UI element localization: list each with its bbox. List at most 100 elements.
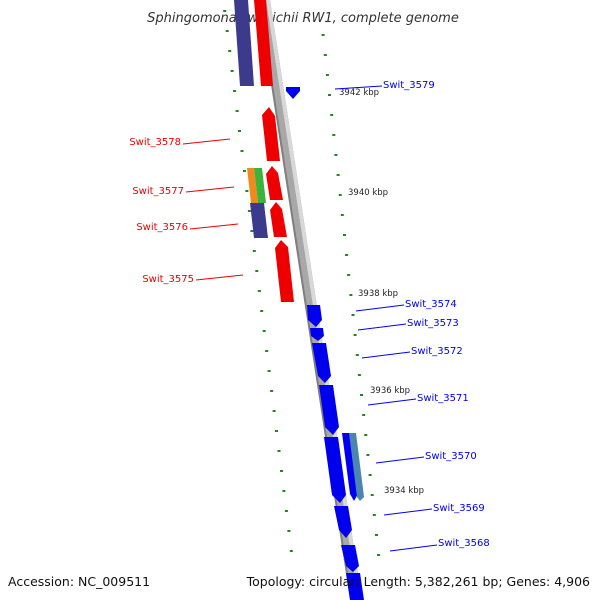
gene-red-top[interactable] bbox=[254, 0, 273, 86]
gene-orange[interactable] bbox=[247, 168, 258, 203]
tick-mark bbox=[265, 350, 269, 352]
forward-genes bbox=[286, 87, 364, 600]
tick-mark bbox=[267, 370, 271, 372]
tick-mark bbox=[223, 10, 227, 12]
gene-swit-3570[interactable] bbox=[324, 437, 346, 503]
gene-swit-3571[interactable] bbox=[319, 385, 339, 435]
tick-mark bbox=[235, 110, 239, 112]
tick-mark bbox=[345, 254, 349, 256]
tick-mark bbox=[287, 530, 291, 532]
tick-mark bbox=[377, 554, 381, 556]
tick-mark bbox=[262, 330, 266, 332]
gene-swit-3575[interactable] bbox=[275, 240, 294, 302]
gene-swit-3572[interactable] bbox=[312, 343, 331, 383]
accession-text: Accession: NC_009511 bbox=[8, 574, 150, 589]
tick-mark bbox=[243, 170, 246, 172]
tick-mark bbox=[343, 234, 346, 236]
gene-label[interactable]: Swit_3568 bbox=[438, 538, 490, 549]
gene-label[interactable]: Swit_3570 bbox=[425, 451, 477, 462]
scale-label: 3942 kbp bbox=[339, 88, 379, 98]
tick-mark bbox=[353, 334, 357, 336]
tick-mark bbox=[351, 314, 355, 316]
tick-mark bbox=[330, 114, 334, 116]
tick-mark bbox=[245, 190, 249, 192]
tick-mark bbox=[289, 550, 293, 552]
scale-label: 3938 kbp bbox=[358, 289, 398, 299]
tick-mark bbox=[228, 50, 232, 52]
tick-mark bbox=[225, 30, 229, 32]
gene-swit-3578[interactable] bbox=[262, 107, 280, 161]
gene-label[interactable]: Swit_3579 bbox=[383, 80, 435, 91]
tick-mark bbox=[321, 34, 325, 36]
gene-swit-3568[interactable] bbox=[341, 545, 359, 572]
tick-mark bbox=[282, 490, 286, 492]
leader-lines bbox=[182, 85, 438, 552]
topology-summary: Topology: circular; Length: 5,382,261 bp… bbox=[246, 574, 590, 589]
tick-mark bbox=[280, 470, 283, 472]
tick-mark bbox=[323, 54, 327, 56]
tick-mark bbox=[364, 434, 368, 436]
gene-swit-3577[interactable] bbox=[266, 166, 283, 200]
reverse-gene-labels: Swit_3578 Swit_3577 Swit_3576 Swit_3575 bbox=[129, 137, 194, 285]
gene-swit-3576[interactable] bbox=[270, 202, 287, 237]
tick-mark bbox=[338, 194, 342, 196]
tick-mark bbox=[349, 294, 353, 296]
tick-mark bbox=[340, 214, 344, 216]
tick-mark bbox=[336, 174, 340, 176]
gene-label[interactable]: Swit_3577 bbox=[132, 186, 184, 197]
gene-label[interactable]: Swit_3574 bbox=[405, 299, 457, 310]
tick-mark bbox=[252, 250, 256, 252]
gene-label[interactable]: Swit_3578 bbox=[129, 137, 181, 148]
gene-label[interactable]: Swit_3572 bbox=[411, 346, 463, 357]
tick-mark bbox=[255, 270, 259, 272]
gene-label[interactable]: Swit_3571 bbox=[417, 393, 469, 404]
scale-label: 3940 kbp bbox=[348, 188, 388, 198]
forward-gene-labels: Swit_3579 Swit_3574 Swit_3573 Swit_3572 … bbox=[383, 80, 490, 549]
tick-mark bbox=[284, 510, 288, 512]
gene-swit-3570b[interactable] bbox=[342, 433, 358, 501]
tick-mark bbox=[272, 410, 276, 412]
reverse-genes bbox=[254, 0, 294, 302]
tick-mark bbox=[325, 74, 329, 76]
tick-mark bbox=[270, 390, 274, 392]
tick-mark bbox=[328, 94, 331, 96]
tick-mark bbox=[355, 354, 359, 356]
inner-colored-genes bbox=[247, 168, 266, 203]
gene-label[interactable]: Swit_3573 bbox=[407, 318, 459, 329]
tick-mark bbox=[230, 70, 234, 72]
gene-label[interactable]: Swit_3575 bbox=[142, 274, 194, 285]
tick-mark bbox=[238, 130, 241, 132]
gene-swit-3573[interactable] bbox=[310, 328, 324, 341]
tick-mark bbox=[372, 514, 376, 516]
scale-label: 3936 kbp bbox=[370, 386, 410, 396]
tick-mark bbox=[347, 274, 351, 276]
gene-swit-3579[interactable] bbox=[286, 87, 300, 99]
tick-mark bbox=[260, 310, 264, 312]
gene-swit-3574[interactable] bbox=[307, 305, 322, 327]
gene-swit-3569[interactable] bbox=[334, 506, 352, 538]
tick-mark bbox=[334, 154, 338, 156]
tick-mark bbox=[362, 414, 366, 416]
tick-mark bbox=[275, 430, 278, 432]
tick-tracks bbox=[223, 10, 381, 556]
tick-mark bbox=[250, 230, 254, 232]
tick-mark bbox=[247, 210, 251, 212]
gene-label[interactable]: Swit_3576 bbox=[136, 222, 188, 233]
tick-mark bbox=[357, 374, 361, 376]
tick-mark bbox=[277, 450, 281, 452]
gene-label[interactable]: Swit_3569 bbox=[433, 503, 485, 514]
tick-mark bbox=[368, 474, 372, 476]
tick-mark bbox=[375, 534, 378, 536]
tick-mark bbox=[360, 394, 363, 396]
scale-label: 3934 kbp bbox=[384, 486, 424, 496]
gene-blue-bottom[interactable] bbox=[346, 573, 364, 600]
gene-steel[interactable] bbox=[349, 433, 364, 501]
scale-labels: 3942 kbp 3940 kbp 3938 kbp 3936 kbp 3934… bbox=[339, 88, 424, 496]
gene-green[interactable] bbox=[254, 168, 266, 203]
tick-mark bbox=[370, 494, 374, 496]
tick-mark bbox=[233, 90, 237, 92]
tick-mark bbox=[366, 454, 370, 456]
tick-mark bbox=[332, 134, 336, 136]
map-title: Sphingomonas wittichii RW1, complete gen… bbox=[147, 11, 459, 26]
